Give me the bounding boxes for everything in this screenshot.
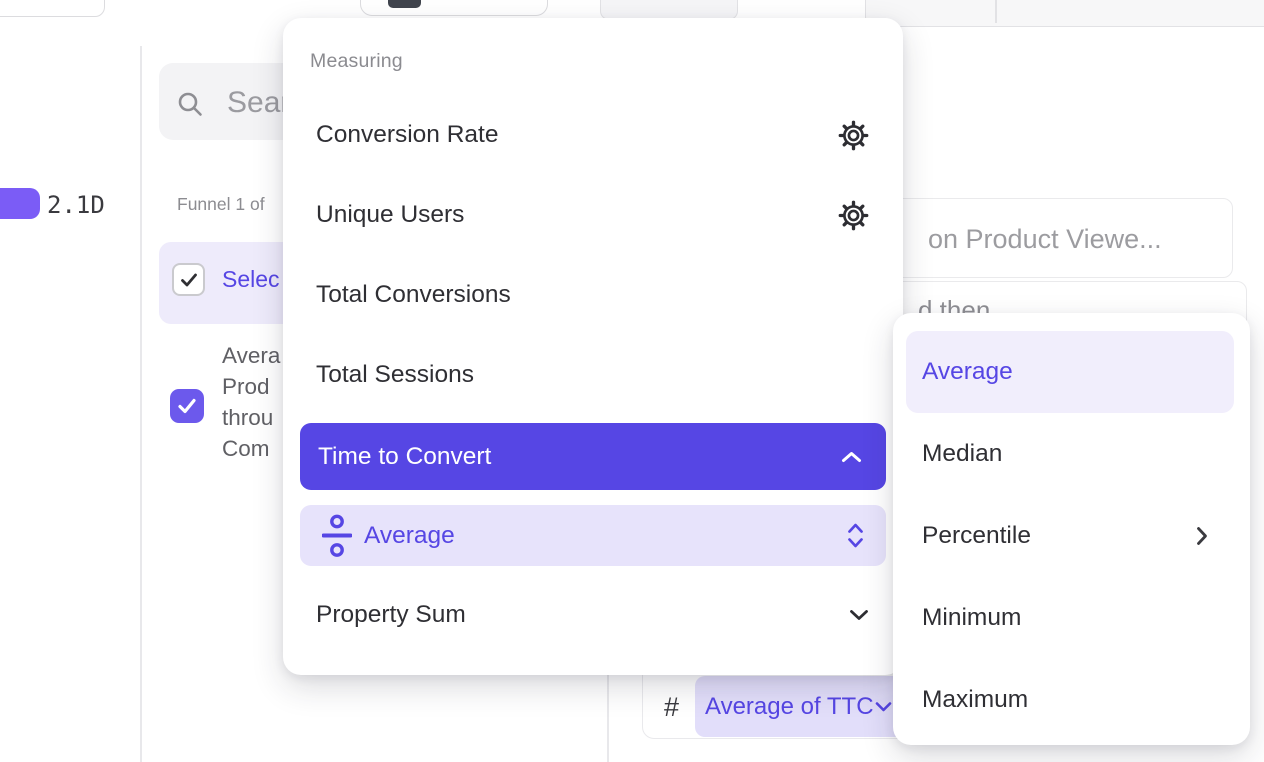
gear-icon[interactable] bbox=[838, 120, 869, 151]
menu-item-time-to-convert-selected[interactable]: Time to Convert bbox=[300, 423, 886, 490]
unfold-more-icon bbox=[848, 523, 863, 548]
chevron-up-icon bbox=[842, 451, 861, 462]
agg-item-average-selected[interactable]: Average bbox=[906, 331, 1234, 413]
search-placeholder: Sear bbox=[227, 86, 291, 119]
metric-description-line: Avera bbox=[222, 343, 281, 368]
menu-item-label: Total Conversions bbox=[316, 281, 511, 308]
top-toolbar-fragment-left bbox=[0, 0, 105, 17]
numeric-type-symbol: # bbox=[664, 692, 680, 722]
menu-item-label: Conversion Rate bbox=[316, 121, 499, 148]
menu-item-label: Unique Users bbox=[316, 201, 465, 228]
menu-item-label: Property Sum bbox=[316, 601, 466, 628]
menu-item-label: Total Sessions bbox=[316, 361, 474, 388]
sidebar-divider bbox=[140, 46, 142, 762]
metric-checkbox-checked[interactable] bbox=[170, 389, 204, 423]
menu-item-total-conversions[interactable]: Total Conversions bbox=[283, 255, 903, 335]
ttc-aggregation-value: Average bbox=[364, 521, 455, 549]
menu-item-conversion-rate[interactable]: Conversion Rate bbox=[283, 95, 903, 175]
metric-dropdown-label: Average of TTC bbox=[705, 692, 874, 720]
agg-item-label: Median bbox=[922, 440, 1003, 467]
chevron-right-icon bbox=[1197, 527, 1207, 545]
agg-item-median[interactable]: Median bbox=[893, 413, 1250, 495]
agg-item-label: Average bbox=[922, 358, 1013, 385]
funnel-value-label: 2.1D bbox=[47, 191, 105, 219]
gear-icon[interactable] bbox=[838, 200, 869, 231]
step-checkbox-checked[interactable] bbox=[172, 263, 205, 296]
metric-description-line: Com bbox=[222, 436, 270, 461]
funnel-value-badge bbox=[0, 188, 40, 219]
metric-description: Avera Prod throu Com bbox=[222, 340, 280, 464]
search-icon bbox=[178, 92, 202, 116]
menu-item-property-sum[interactable]: Property Sum bbox=[283, 575, 903, 655]
agg-item-label: Maximum bbox=[922, 686, 1029, 713]
ttc-aggregation-selector[interactable]: Average bbox=[300, 505, 886, 566]
builder-divider bbox=[607, 655, 609, 762]
measuring-menu-header: Measuring bbox=[310, 50, 403, 72]
agg-item-label: Percentile bbox=[922, 522, 1031, 549]
metric-description-line: throu bbox=[222, 405, 274, 430]
toolbar-icon-chip bbox=[388, 0, 421, 8]
aggregation-menu: Average Median Percentile Minimum Maximu… bbox=[893, 313, 1250, 745]
top-toolbar-fragment-right-a bbox=[600, 0, 738, 20]
metric-dropdown-button[interactable]: Average of TTC bbox=[695, 676, 907, 737]
selected-step-label[interactable]: Selec bbox=[222, 266, 280, 292]
event-step-card[interactable] bbox=[850, 198, 1233, 278]
menu-item-unique-users[interactable]: Unique Users bbox=[283, 175, 903, 255]
top-toolbar-fragment-right-b bbox=[865, 0, 1264, 27]
agg-item-label: Minimum bbox=[922, 604, 1022, 631]
menu-item-total-sessions[interactable]: Total Sessions bbox=[283, 335, 903, 415]
agg-item-minimum[interactable]: Minimum bbox=[893, 577, 1250, 659]
checkmark-icon bbox=[178, 398, 196, 414]
toolbar-divider bbox=[995, 0, 997, 23]
average-divide-icon bbox=[322, 514, 352, 557]
agg-item-percentile[interactable]: Percentile bbox=[893, 495, 1250, 577]
checkmark-icon bbox=[180, 273, 197, 286]
event-step-label: on Product Viewe... bbox=[928, 224, 1162, 254]
agg-item-maximum[interactable]: Maximum bbox=[893, 659, 1250, 741]
chevron-down-icon bbox=[875, 702, 892, 712]
funnel-count-label: Funnel 1 of bbox=[177, 194, 265, 214]
metric-description-line: Prod bbox=[222, 374, 270, 399]
menu-item-label: Time to Convert bbox=[318, 442, 492, 470]
measuring-menu: Measuring Conversion Rate Unique Users bbox=[283, 18, 903, 675]
chevron-down-icon bbox=[850, 610, 868, 620]
